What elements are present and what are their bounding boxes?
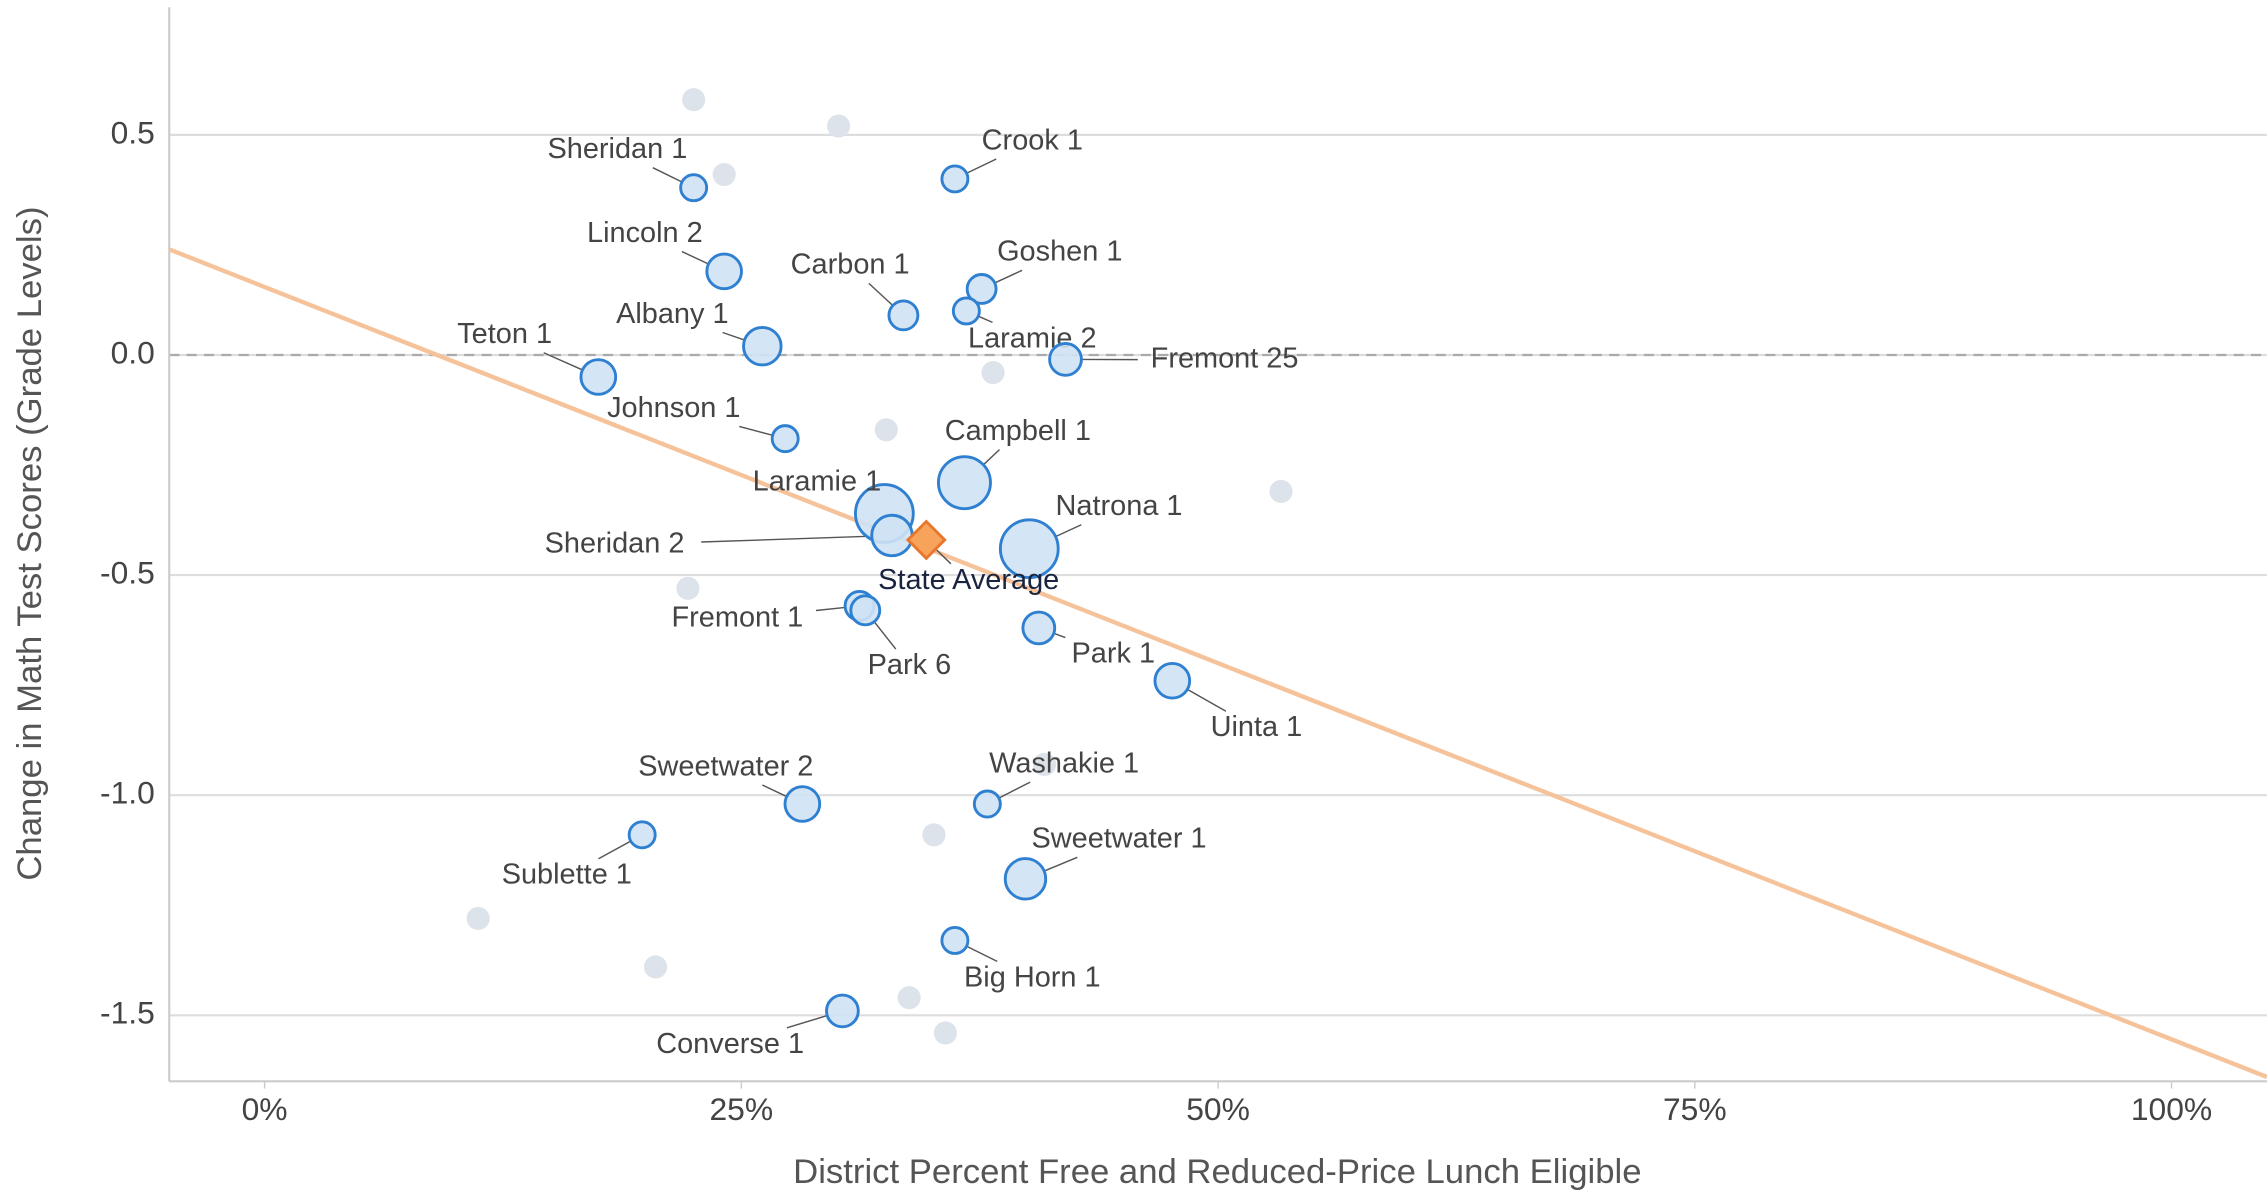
point-label: Fremont 25: [1151, 343, 1299, 375]
bubble: [951, 296, 981, 326]
point-label: Park 6: [868, 649, 952, 681]
bubble: [998, 518, 1060, 580]
bubble: [1003, 857, 1048, 901]
point-label: Campbell 1: [945, 415, 1091, 447]
leader-line: [652, 167, 683, 183]
state-average: [905, 519, 947, 561]
bubble: [1153, 661, 1192, 700]
bubble: [770, 424, 800, 454]
leader-line: [1043, 856, 1078, 872]
y-tick-label: -0.5: [100, 555, 155, 591]
trend-line: [168, 247, 2267, 1079]
point: [682, 88, 706, 112]
point-label: Albany 1: [616, 298, 729, 330]
leader-line: [701, 535, 872, 543]
point-label: Johnson 1: [607, 392, 740, 424]
leader-line: [936, 549, 952, 565]
point: [466, 906, 490, 931]
y-tick-label: 0.0: [111, 334, 155, 370]
point-label: Fremont 1: [672, 601, 804, 633]
leader-line: [739, 425, 773, 437]
point-label: Park 1: [1071, 638, 1155, 670]
bubble: [579, 358, 618, 396]
leader-line: [681, 250, 709, 265]
point-label: Washakie 1: [989, 747, 1139, 779]
point: [874, 418, 898, 442]
point: [643, 955, 668, 979]
bubble: [679, 173, 709, 203]
leader-line: [815, 606, 846, 612]
point-label: Laramie 1: [753, 465, 882, 497]
point-label: Lincoln 2: [587, 217, 703, 249]
bubble: [870, 513, 914, 558]
bubble: [965, 273, 998, 305]
x-tick-label: 0%: [242, 1091, 288, 1127]
bubble: [849, 594, 882, 627]
point-label: Sheridan 2: [545, 528, 685, 560]
bubble: [936, 455, 992, 511]
leader-line: [998, 781, 1031, 799]
bubble: [1021, 610, 1057, 646]
bubble: [940, 926, 970, 955]
x-tick-label: 50%: [1186, 1091, 1250, 1127]
leader-line: [786, 1014, 828, 1029]
y-axis-title: Change in Math Test Scores (Grade Levels…: [11, 206, 49, 880]
x-axis-title: District Percent Free and Reduced-Price …: [793, 1153, 1641, 1191]
point-label: Carbon 1: [791, 249, 910, 281]
point: [712, 162, 736, 187]
leader-line: [966, 158, 997, 174]
bubble: [783, 785, 822, 823]
bubble: [825, 993, 860, 1029]
point-label: Sweetwater 1: [1031, 823, 1206, 855]
leader-line: [722, 331, 745, 341]
point-label: Big Horn 1: [964, 961, 1101, 993]
point: [933, 1021, 957, 1045]
x-tick-label: 75%: [1663, 1091, 1727, 1127]
leader-line: [762, 784, 787, 798]
bubble: [705, 252, 743, 291]
bubble: [1048, 342, 1083, 377]
x-tick-label: 25%: [710, 1091, 774, 1127]
point: [981, 361, 1005, 385]
bubble: [940, 164, 970, 194]
leader-line: [1055, 524, 1082, 538]
leader-line: [543, 352, 583, 371]
point: [922, 823, 946, 847]
bubble: [742, 325, 783, 367]
y-tick-label: -1.5: [100, 995, 155, 1031]
x-tick-label: 100%: [2131, 1091, 2212, 1127]
point-label: Natrona 1: [1056, 490, 1183, 522]
bubble: [887, 299, 920, 332]
leader-line: [1187, 688, 1227, 712]
point-label: Sublette 1: [502, 859, 632, 891]
point-label: Crook 1: [982, 124, 1083, 156]
point-label: Converse 1: [656, 1028, 804, 1060]
leader-line: [868, 282, 894, 307]
leader-line: [966, 945, 998, 963]
leader-line: [977, 315, 993, 324]
y-tick-label: -1.0: [100, 775, 155, 811]
point: [827, 114, 851, 138]
point: [1032, 752, 1057, 776]
point-label: Goshen 1: [997, 236, 1122, 268]
point-label: Sheridan 1: [547, 133, 687, 165]
y-tick-label: 0.5: [111, 114, 155, 150]
point: [676, 576, 700, 600]
leader-line: [982, 449, 1000, 466]
bubble: [627, 820, 657, 850]
leader-line: [994, 269, 1023, 284]
point-label: Uinta 1: [1211, 711, 1303, 743]
point-label: Teton 1: [457, 318, 552, 350]
point-label: Sweetwater 2: [638, 750, 813, 782]
bubble: [972, 789, 1002, 819]
state-average-label: State Average: [878, 564, 1059, 596]
point: [1269, 479, 1293, 504]
leader-line: [873, 621, 897, 650]
point: [897, 986, 921, 1010]
leader-line: [598, 840, 632, 860]
leader-line: [1053, 632, 1066, 639]
